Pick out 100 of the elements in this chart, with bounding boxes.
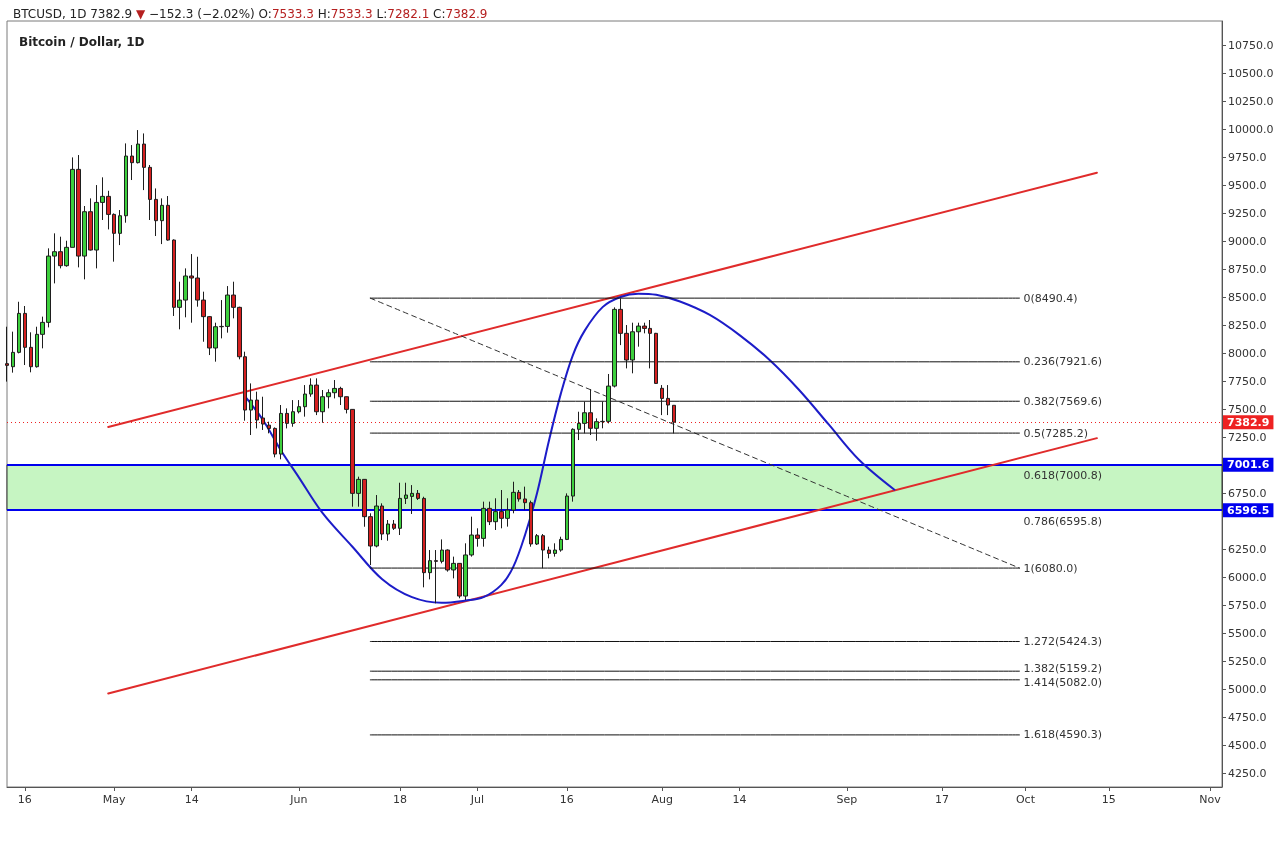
series-label: 0.382(7569.6): [1023, 394, 1103, 408]
x-tick-label: 14: [184, 793, 199, 806]
x-tick-label: 17: [935, 793, 950, 806]
y-tick-label: 6750.0: [1228, 486, 1267, 500]
y-tick-label: 8250.0: [1228, 318, 1267, 332]
candlestick: [249, 382, 253, 436]
candlestick: [428, 549, 432, 580]
annotation: 0.786(6595.8): [1023, 514, 1103, 528]
text: Bitcoin / Dollar, 1D: [19, 35, 145, 49]
candlestick: [29, 331, 33, 373]
candlestick: [672, 404, 676, 434]
y-tick-label: 9500.0: [1228, 178, 1267, 192]
candlestick: [553, 542, 557, 558]
candlestick: [535, 533, 539, 546]
candlestick: [17, 301, 21, 354]
y-tick-label: 8500.0: [1228, 290, 1267, 304]
y-tick-label: 10000.0: [1228, 122, 1274, 136]
candlestick: [666, 384, 670, 416]
y-tick-label: 5750.0: [1228, 598, 1267, 612]
series-label: 1.618(4590.3): [1023, 728, 1103, 742]
y-tick-label: 10500.0: [1228, 66, 1274, 80]
candlestick: [529, 500, 533, 548]
candlestick: [148, 164, 152, 221]
candlestick: [261, 396, 265, 431]
candlestick: [285, 407, 289, 429]
x-tick-label: 16: [17, 793, 32, 806]
candlestick: [416, 489, 420, 501]
y-tick-label: 9000.0: [1228, 234, 1267, 248]
y-tick-label: 10250.0: [1228, 94, 1274, 108]
series-label: 1(6080.0): [1023, 561, 1078, 575]
candlestick: [130, 144, 134, 181]
candlestick: [273, 426, 277, 458]
y-tick-label: 9250.0: [1228, 206, 1267, 220]
y-tick-label: 7500.0: [1228, 402, 1267, 416]
series-label: 0(8490.4): [1023, 291, 1078, 305]
series-label: 0.236(7921.6): [1023, 355, 1103, 369]
candlestick: [392, 519, 396, 531]
y-tick-label: 4500.0: [1228, 738, 1267, 752]
x-tick-label: May: [102, 793, 127, 806]
x-tick-label: Jun: [289, 793, 308, 806]
candlestick: [386, 519, 390, 542]
y-tick-label: 5250.0: [1228, 654, 1267, 668]
candlestick: [547, 546, 551, 559]
candlestick: [166, 195, 170, 242]
x-tick-label: 16: [559, 793, 574, 806]
y-tick-label: 7250.0: [1228, 430, 1267, 444]
y-tick-label: 6000.0: [1228, 570, 1267, 584]
candlestick: [291, 399, 295, 428]
series-label: 1.272(5424.3): [1023, 634, 1103, 648]
candlestick: [654, 332, 658, 385]
ref-line-label: 7001.6: [1227, 458, 1270, 472]
candlestick: [303, 384, 307, 418]
candlestick: [118, 209, 122, 246]
candlestick: [660, 384, 664, 416]
candlestick: [410, 484, 414, 515]
series-label: 0.5(7285.2): [1023, 426, 1089, 440]
line-series: [244, 292, 896, 604]
y-tick-label: 5000.0: [1228, 682, 1267, 696]
candlestick: [124, 142, 128, 224]
chart-title: BTCUSD, 1D 7382.9 ▼ −152.3 (−2.02%) O:7533.3 H:7533.3 L:7282.1 C:7382.9: [13, 7, 488, 21]
annotation: 0.618(7000.8): [1023, 469, 1103, 483]
candlestick: [267, 421, 271, 434]
candlestick: [11, 331, 15, 374]
y-tick-label: 9750.0: [1228, 150, 1267, 164]
candlestick: [255, 391, 259, 429]
x-tick-label: Sep: [836, 793, 858, 806]
x-tick-label: Oct: [1015, 793, 1036, 806]
candlestick: [154, 187, 158, 237]
candlestick: [23, 305, 27, 366]
ref-line-label: 7382.9: [1227, 415, 1270, 429]
candlestick: [136, 129, 140, 164]
y-tick-label: 7750.0: [1228, 374, 1267, 388]
candlestick: [297, 399, 301, 414]
y-tick-label: 8750.0: [1228, 262, 1267, 276]
candlestick: [422, 496, 426, 588]
y-tick-label: 10750.0: [1228, 38, 1274, 52]
series-label: 1.414(5082.0): [1023, 676, 1103, 689]
x-tick-label: 18: [393, 793, 408, 806]
y-tick-label: 5500.0: [1228, 626, 1267, 640]
x-tick-label: Jul: [469, 793, 485, 806]
y-tick-label: 4750.0: [1228, 710, 1267, 724]
x-tick-label: Aug: [651, 793, 673, 806]
x-tick-label: Nov: [1199, 793, 1222, 806]
ref-line-label: 6596.5: [1227, 503, 1270, 517]
candlestick: [434, 549, 438, 604]
candlestick: [5, 326, 9, 383]
candlestick: [160, 197, 164, 245]
candlestick: [559, 536, 563, 553]
candlestick: [523, 486, 527, 511]
candlestick: [398, 482, 402, 536]
candlestick: [571, 427, 575, 503]
y-tick-label: 4250.0: [1228, 766, 1267, 780]
x-tick-label: 14: [732, 793, 747, 806]
x-tick-label: 15: [1101, 793, 1116, 806]
candlestick: [279, 404, 283, 460]
y-tick-label: 8000.0: [1228, 346, 1267, 360]
candlestick: [142, 132, 146, 191]
series-label: 1.382(5159.2): [1023, 662, 1103, 675]
candlestick: [541, 533, 545, 569]
candlestick: [404, 482, 408, 505]
